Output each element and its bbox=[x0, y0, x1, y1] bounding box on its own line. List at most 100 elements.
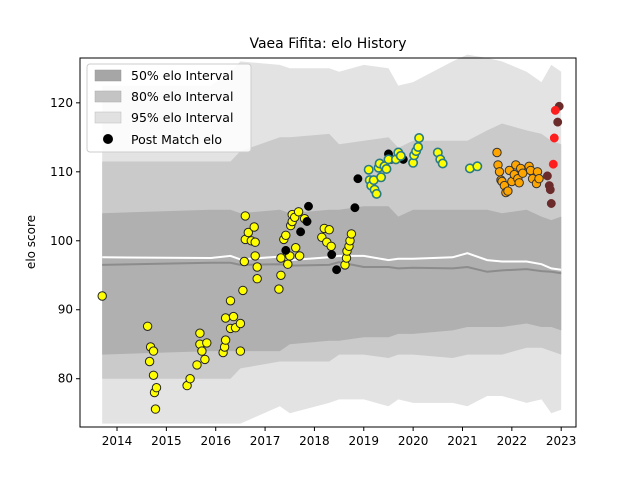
elo-point bbox=[238, 285, 248, 296]
elo-point bbox=[302, 217, 312, 226]
elo-point bbox=[395, 150, 406, 161]
legend-swatch-50 bbox=[94, 69, 122, 82]
elo-point bbox=[276, 253, 286, 263]
x-tick-label: 2018 bbox=[299, 434, 330, 448]
elo-point bbox=[235, 318, 246, 329]
legend-label-95: 95% elo Interval bbox=[131, 110, 233, 125]
elo-point bbox=[363, 164, 374, 175]
elo-point bbox=[293, 207, 304, 217]
elo-point bbox=[252, 262, 262, 272]
y-tick-label: 80 bbox=[58, 372, 73, 386]
elo-point bbox=[546, 199, 556, 208]
elo-point bbox=[304, 201, 313, 211]
x-tick-label: 2020 bbox=[398, 434, 429, 448]
x-tick-label: 2022 bbox=[497, 434, 528, 448]
elo-point bbox=[240, 211, 251, 221]
elo-point bbox=[327, 250, 337, 260]
x-tick-label: 2019 bbox=[349, 434, 380, 448]
elo-point bbox=[326, 241, 336, 252]
elo-point bbox=[249, 222, 259, 232]
elo-point bbox=[503, 186, 513, 196]
y-tick-label: 100 bbox=[50, 234, 73, 248]
elo-point bbox=[472, 161, 483, 172]
legend-swatch-80 bbox=[94, 90, 122, 103]
elo-point bbox=[550, 105, 560, 115]
elo-point bbox=[150, 404, 161, 414]
y-axis-title: elo score bbox=[24, 215, 38, 269]
legend-label-post-match: Post Match elo bbox=[131, 132, 222, 147]
elo-point bbox=[296, 227, 306, 237]
post-match-points bbox=[97, 101, 564, 414]
elo-point bbox=[235, 346, 246, 356]
elo-point bbox=[492, 147, 502, 158]
legend-frame bbox=[86, 63, 252, 153]
elo-point bbox=[281, 230, 291, 241]
y-tick-label: 110 bbox=[50, 165, 73, 179]
y-axis: 80 90 100 110 120 bbox=[50, 96, 80, 386]
elo-point bbox=[185, 374, 195, 384]
elo-point bbox=[144, 356, 155, 367]
elo-point bbox=[97, 291, 107, 301]
elo-point bbox=[200, 354, 210, 365]
legend-marker-post-match bbox=[103, 134, 113, 144]
elo-point bbox=[514, 178, 524, 188]
x-tick-label: 2016 bbox=[200, 434, 231, 448]
elo-point bbox=[197, 346, 207, 356]
elo-point bbox=[274, 284, 284, 294]
elo-point bbox=[202, 338, 212, 348]
elo-point bbox=[346, 229, 357, 239]
y-tick-label: 120 bbox=[50, 96, 73, 110]
x-tick-label: 2015 bbox=[151, 434, 182, 448]
chart-title: Vaea Fifita: elo History bbox=[249, 36, 406, 52]
band-50 bbox=[102, 206, 562, 355]
elo-point bbox=[291, 243, 301, 253]
elo-point bbox=[548, 159, 558, 169]
elo-point bbox=[376, 172, 387, 183]
x-axis: 2014 2015 2016 2017 2018 2019 2020 2021 2022 2023 bbox=[102, 427, 577, 448]
elo-point bbox=[220, 335, 231, 345]
legend: 50% elo Interval 80% elo Interval 95% el… bbox=[86, 63, 252, 153]
elo-point bbox=[324, 225, 334, 235]
elo-point bbox=[142, 321, 153, 331]
legend-label-80: 80% elo Interval bbox=[131, 89, 233, 104]
elo-point bbox=[250, 251, 260, 261]
elo-point bbox=[353, 174, 363, 184]
elo-point bbox=[545, 185, 555, 195]
elo-point bbox=[195, 328, 205, 338]
elo-point bbox=[414, 133, 425, 144]
elo-point bbox=[220, 313, 231, 323]
elo-point bbox=[542, 171, 552, 181]
x-tick-label: 2017 bbox=[250, 434, 281, 448]
x-tick-label: 2021 bbox=[447, 434, 478, 448]
elo-point bbox=[276, 270, 286, 280]
elo-point bbox=[332, 265, 342, 275]
elo-point bbox=[283, 259, 293, 269]
elo-point bbox=[381, 164, 392, 175]
elo-point bbox=[437, 158, 448, 169]
elo-point bbox=[192, 360, 202, 370]
elo-point bbox=[148, 370, 159, 380]
elo-point bbox=[250, 237, 260, 247]
elo-point bbox=[294, 251, 305, 261]
elo-point bbox=[281, 245, 291, 255]
elo-point bbox=[252, 274, 262, 284]
elo-point bbox=[549, 133, 559, 143]
x-tick-label: 2014 bbox=[102, 434, 133, 448]
elo-point bbox=[371, 188, 382, 199]
plot-frame bbox=[79, 57, 577, 428]
elo-point bbox=[518, 168, 528, 178]
elo-point bbox=[148, 346, 159, 356]
elo-point bbox=[553, 117, 563, 127]
elo-point bbox=[151, 383, 162, 393]
elo-point bbox=[225, 296, 236, 306]
elo-point bbox=[494, 167, 505, 177]
y-tick-label: 90 bbox=[58, 303, 73, 317]
elo-point bbox=[534, 174, 544, 184]
elo-point bbox=[228, 311, 239, 322]
elo-point bbox=[239, 256, 250, 267]
legend-label-50: 50% elo Interval bbox=[131, 68, 233, 83]
elo-point bbox=[243, 227, 254, 238]
x-tick-label: 2023 bbox=[546, 434, 577, 448]
legend-swatch-95 bbox=[94, 111, 122, 124]
